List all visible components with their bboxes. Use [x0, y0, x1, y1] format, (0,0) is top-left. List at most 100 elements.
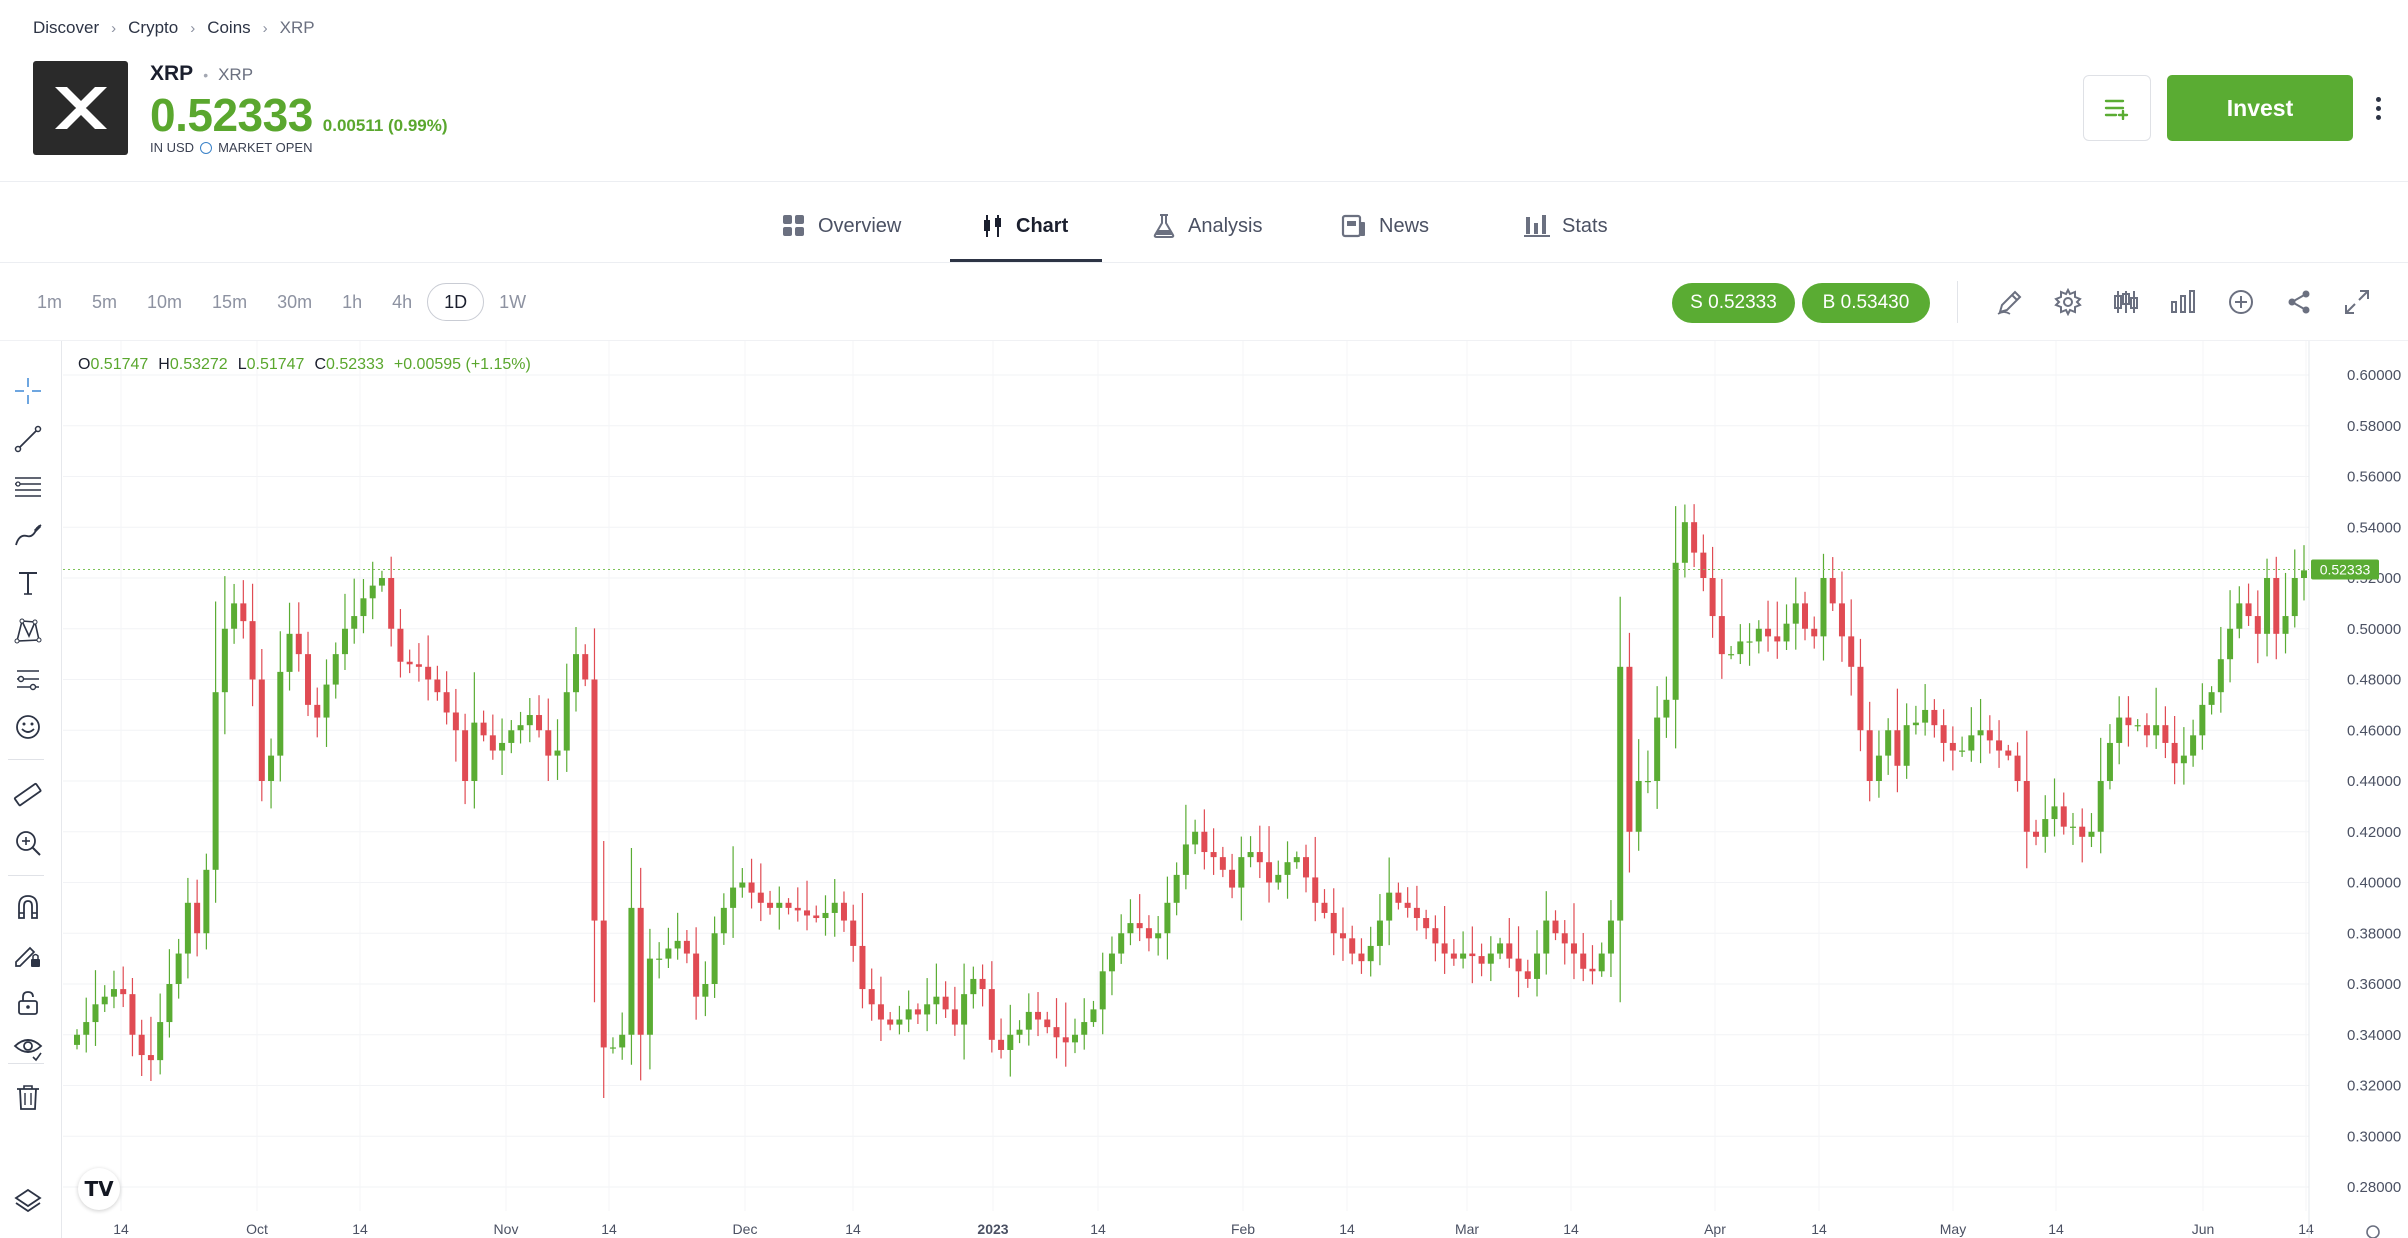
y-tick-label: 0.54000	[2347, 519, 2401, 536]
candle-body	[2023, 781, 2030, 832]
candle-body	[2088, 831, 2095, 837]
tab-stats[interactable]: Stats	[1524, 190, 1608, 262]
current-price-label: 0.52333	[2320, 562, 2371, 578]
add-to-watchlist-button[interactable]	[2083, 75, 2151, 141]
candle-body	[1432, 928, 1439, 944]
add-compare-icon[interactable]	[2224, 285, 2258, 319]
divider	[0, 340, 2408, 341]
timeframe-15m[interactable]: 15m	[212, 291, 248, 312]
candle-body	[1755, 628, 1762, 642]
settings-gear-icon[interactable]	[2051, 285, 2085, 319]
ohlc-close: 0.52333	[326, 356, 384, 373]
candle-body	[138, 1034, 145, 1056]
candle-body	[674, 940, 681, 949]
ruler-icon[interactable]	[10, 777, 46, 813]
candle-body	[1570, 943, 1577, 954]
watchlist-add-icon	[2104, 99, 2129, 120]
breadcrumb-coins[interactable]: Coins	[207, 18, 251, 37]
candle-body	[1681, 522, 1688, 563]
ohlc-change: +0.00595 (+1.15%)	[393, 356, 531, 373]
x-tick-label: 14	[1090, 1221, 1106, 1237]
lock-drawing-icon[interactable]	[10, 937, 46, 973]
tab-news[interactable]: News	[1341, 190, 1429, 262]
zoom-in-icon[interactable]	[10, 825, 46, 861]
candle-body	[998, 1039, 1005, 1050]
candle-body	[508, 730, 515, 743]
tab-label: Overview	[818, 214, 902, 237]
ohlc-legend: O0.51747 H0.53272 L0.51747 C0.52333 +0.0…	[78, 356, 531, 374]
timeframe-1d[interactable]: 1D	[427, 283, 485, 321]
prediction-tool-icon[interactable]	[10, 661, 46, 697]
sell-price-button[interactable]: S 0.52333	[1672, 283, 1795, 323]
candle-body	[314, 704, 321, 718]
price-chart[interactable]: 0.600000.580000.560000.540000.520000.500…	[63, 341, 2408, 1238]
candle-body	[720, 907, 727, 934]
brush-icon[interactable]	[10, 517, 46, 553]
candle-body	[2254, 616, 2261, 634]
timeframe-10m[interactable]: 10m	[147, 291, 183, 312]
unlock-icon[interactable]	[10, 985, 46, 1021]
timeframe-4h[interactable]: 4h	[392, 291, 413, 312]
candle-body	[656, 958, 663, 960]
candle-body	[166, 984, 173, 1023]
candle-body	[1062, 1037, 1069, 1043]
tradingview-logo-icon[interactable]: TV	[78, 1168, 120, 1210]
candle-body	[2171, 742, 2178, 764]
breadcrumb-crypto[interactable]: Crypto	[128, 18, 179, 37]
x-tick-label: Nov	[494, 1221, 519, 1237]
candle-body	[619, 1034, 626, 1048]
more-options-icon[interactable]	[2368, 88, 2388, 128]
emoji-icon[interactable]	[10, 709, 46, 745]
drawing-toolbar	[0, 341, 62, 1238]
buy-price-button[interactable]: B 0.53430	[1802, 283, 1930, 323]
text-tool-icon[interactable]	[10, 565, 46, 601]
visibility-eye-icon[interactable]	[10, 1029, 46, 1065]
magnet-icon[interactable]	[10, 889, 46, 925]
asset-header: XRP • XRP 0.52333 0.00511 (0.99%) IN USD…	[150, 62, 448, 155]
candle-body	[1617, 666, 1624, 921]
candle-body	[74, 1034, 80, 1045]
fullscreen-icon[interactable]	[2340, 285, 2374, 319]
tab-bar: Overview Chart Analysis News Stats	[0, 190, 2408, 262]
candlestick-chart[interactable]: 0.600000.580000.560000.540000.520000.500…	[63, 341, 2408, 1238]
layers-icon[interactable]	[10, 1183, 46, 1219]
candle-body	[2282, 616, 2289, 634]
breadcrumb-discover[interactable]: Discover	[33, 18, 100, 37]
candle-body	[517, 725, 524, 731]
candle-body	[785, 902, 792, 908]
timeframe-1m[interactable]: 1m	[37, 291, 63, 312]
tab-chart[interactable]: Chart	[982, 190, 1068, 262]
x-tick-label: Feb	[1231, 1221, 1255, 1237]
tab-overview[interactable]: Overview	[782, 190, 901, 262]
candle-body	[1774, 636, 1781, 642]
candle-body	[1635, 781, 1642, 832]
crosshair-icon[interactable]	[10, 373, 46, 409]
tab-analysis[interactable]: Analysis	[1152, 190, 1262, 262]
candle-body	[1007, 1034, 1014, 1050]
timeframe-30m[interactable]: 30m	[277, 291, 313, 312]
trash-icon[interactable]	[10, 1079, 46, 1115]
asset-price: 0.52333	[150, 89, 313, 141]
candle-body	[452, 712, 459, 731]
candle-body	[2217, 659, 2224, 693]
draw-pencil-icon[interactable]	[1993, 285, 2027, 319]
timeframe-1w[interactable]: 1W	[499, 291, 527, 312]
indicators-icon[interactable]	[2166, 285, 2200, 319]
candle-style-icon[interactable]	[2109, 285, 2143, 319]
candle-body	[305, 654, 312, 705]
tab-label: Chart	[1016, 214, 1069, 237]
share-icon[interactable]	[2282, 285, 2316, 319]
candle-body	[110, 989, 117, 997]
fib-lines-icon[interactable]	[10, 469, 46, 505]
invest-button[interactable]: Invest	[2167, 75, 2353, 141]
timeframe-5m[interactable]: 5m	[92, 291, 118, 312]
pattern-tool-icon[interactable]	[10, 613, 46, 649]
candle-body	[351, 616, 358, 629]
timeframe-1h[interactable]: 1h	[342, 291, 363, 312]
candle-body	[425, 666, 432, 680]
trend-line-icon[interactable]	[10, 421, 46, 457]
candle-body	[1866, 730, 1873, 781]
candle-body	[1044, 1019, 1051, 1028]
candle-body	[2033, 831, 2040, 837]
candle-body	[822, 912, 829, 919]
